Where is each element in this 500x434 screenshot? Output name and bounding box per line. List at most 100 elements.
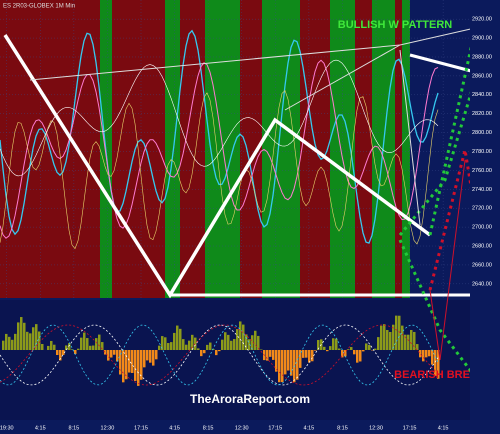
y-tick-label: 2800.00 xyxy=(472,130,492,136)
histogram-bar xyxy=(224,332,227,350)
histogram-bar xyxy=(392,324,395,350)
histogram-bar xyxy=(353,350,356,355)
x-tick-label: 4:15 xyxy=(438,425,449,431)
histogram-bar xyxy=(86,338,89,350)
histogram-bar xyxy=(122,350,125,383)
histogram-bar xyxy=(98,334,101,350)
histogram-bar xyxy=(167,343,170,350)
histogram-bar xyxy=(341,350,344,358)
histogram-bar xyxy=(119,350,122,375)
histogram-bar xyxy=(275,350,278,372)
histogram-bar xyxy=(140,350,143,380)
histogram-bar xyxy=(179,328,182,350)
arrow xyxy=(429,289,441,361)
x-tick-label: 8:15 xyxy=(68,425,79,431)
watermark: TheAroraReport.com xyxy=(190,392,310,406)
histogram-bar xyxy=(50,340,53,350)
histogram-bar xyxy=(311,350,314,362)
histogram-bar xyxy=(185,344,188,350)
histogram-bar xyxy=(101,342,104,350)
histogram-bar xyxy=(302,350,305,358)
axes: 2640.00 2660.00 2680.00 2700.00 2720.00 2740.… xyxy=(0,17,492,432)
histogram-bar xyxy=(203,350,206,354)
histogram-bar xyxy=(248,339,251,350)
histogram-bar xyxy=(437,350,440,379)
y-tick-label: 2860.00 xyxy=(472,73,492,79)
histogram-bar xyxy=(104,350,107,355)
histogram-bar xyxy=(191,334,194,350)
histogram-bar xyxy=(242,324,245,350)
histogram-bar xyxy=(134,350,137,381)
histogram-bar xyxy=(296,350,299,380)
histogram-bar xyxy=(182,339,185,350)
histogram-bar xyxy=(125,350,128,380)
histogram-bar xyxy=(23,322,26,350)
histogram-bar xyxy=(200,350,203,357)
x-tick-label: 17:15 xyxy=(134,425,148,431)
histogram-bar xyxy=(89,345,92,350)
histogram-bar xyxy=(53,344,56,350)
histogram-bar xyxy=(428,350,431,357)
histogram-bar xyxy=(68,343,71,350)
histogram-bar xyxy=(107,350,110,361)
band xyxy=(112,0,165,298)
histogram-bar xyxy=(374,348,377,350)
histogram-bar xyxy=(383,324,386,350)
x-tick-label: 4:15 xyxy=(303,425,314,431)
histogram-bar xyxy=(323,346,326,350)
target-line xyxy=(409,53,476,74)
lower-panel xyxy=(0,300,470,420)
histogram-bar xyxy=(56,350,59,355)
indicator-line xyxy=(0,59,439,177)
histogram-bar xyxy=(218,350,221,352)
histogram-bar xyxy=(17,322,20,350)
histogram-bar xyxy=(152,350,155,366)
band xyxy=(240,0,262,298)
histogram-bar xyxy=(362,350,365,352)
y-tick-label: 2900.00 xyxy=(472,36,492,42)
y-tick-label: 2700.00 xyxy=(472,225,492,231)
x-tick-label: 12:30 xyxy=(235,425,249,431)
histogram-bar xyxy=(251,335,254,350)
histogram-bar xyxy=(245,334,248,350)
histogram-bar xyxy=(62,350,65,355)
histogram-bar xyxy=(74,350,77,354)
y-tick-label: 2660.00 xyxy=(472,262,492,268)
x-tick-label: 4:15 xyxy=(169,425,180,431)
histogram-bar xyxy=(317,340,320,350)
histogram-bar xyxy=(221,339,224,350)
grid xyxy=(0,0,470,420)
histogram-bar xyxy=(110,350,113,358)
y-tick-label: 2820.00 xyxy=(472,111,492,117)
histogram-bar xyxy=(2,340,5,350)
w-pattern xyxy=(3,34,432,299)
histogram-bar xyxy=(47,345,50,350)
y-tick-label: 2920.00 xyxy=(472,17,492,23)
indicator-line xyxy=(0,324,439,386)
histogram-bar xyxy=(266,350,269,361)
band xyxy=(402,0,410,298)
histogram-bar xyxy=(356,350,359,363)
band xyxy=(395,0,402,298)
histogram-bar xyxy=(230,340,233,350)
histogram-bar xyxy=(419,350,422,358)
histogram-bar xyxy=(314,350,317,351)
histogram-bar xyxy=(35,324,38,350)
histogram-bar xyxy=(59,350,62,361)
histogram-bar xyxy=(113,350,116,355)
histogram-bar xyxy=(350,347,353,350)
histogram-bar xyxy=(71,349,74,350)
histogram-bar xyxy=(407,334,410,350)
indicator-line xyxy=(0,324,439,386)
histogram-bar xyxy=(272,350,275,360)
histogram-bar xyxy=(281,350,284,383)
histogram-bar xyxy=(425,350,428,358)
histogram-bar xyxy=(404,334,407,350)
histogram-bar xyxy=(194,337,197,350)
histogram-bar xyxy=(8,336,11,350)
histogram-bar xyxy=(38,331,41,350)
histogram-bar xyxy=(338,348,341,350)
histogram-bar xyxy=(227,334,230,350)
y-tick-label: 2760.00 xyxy=(472,168,492,174)
